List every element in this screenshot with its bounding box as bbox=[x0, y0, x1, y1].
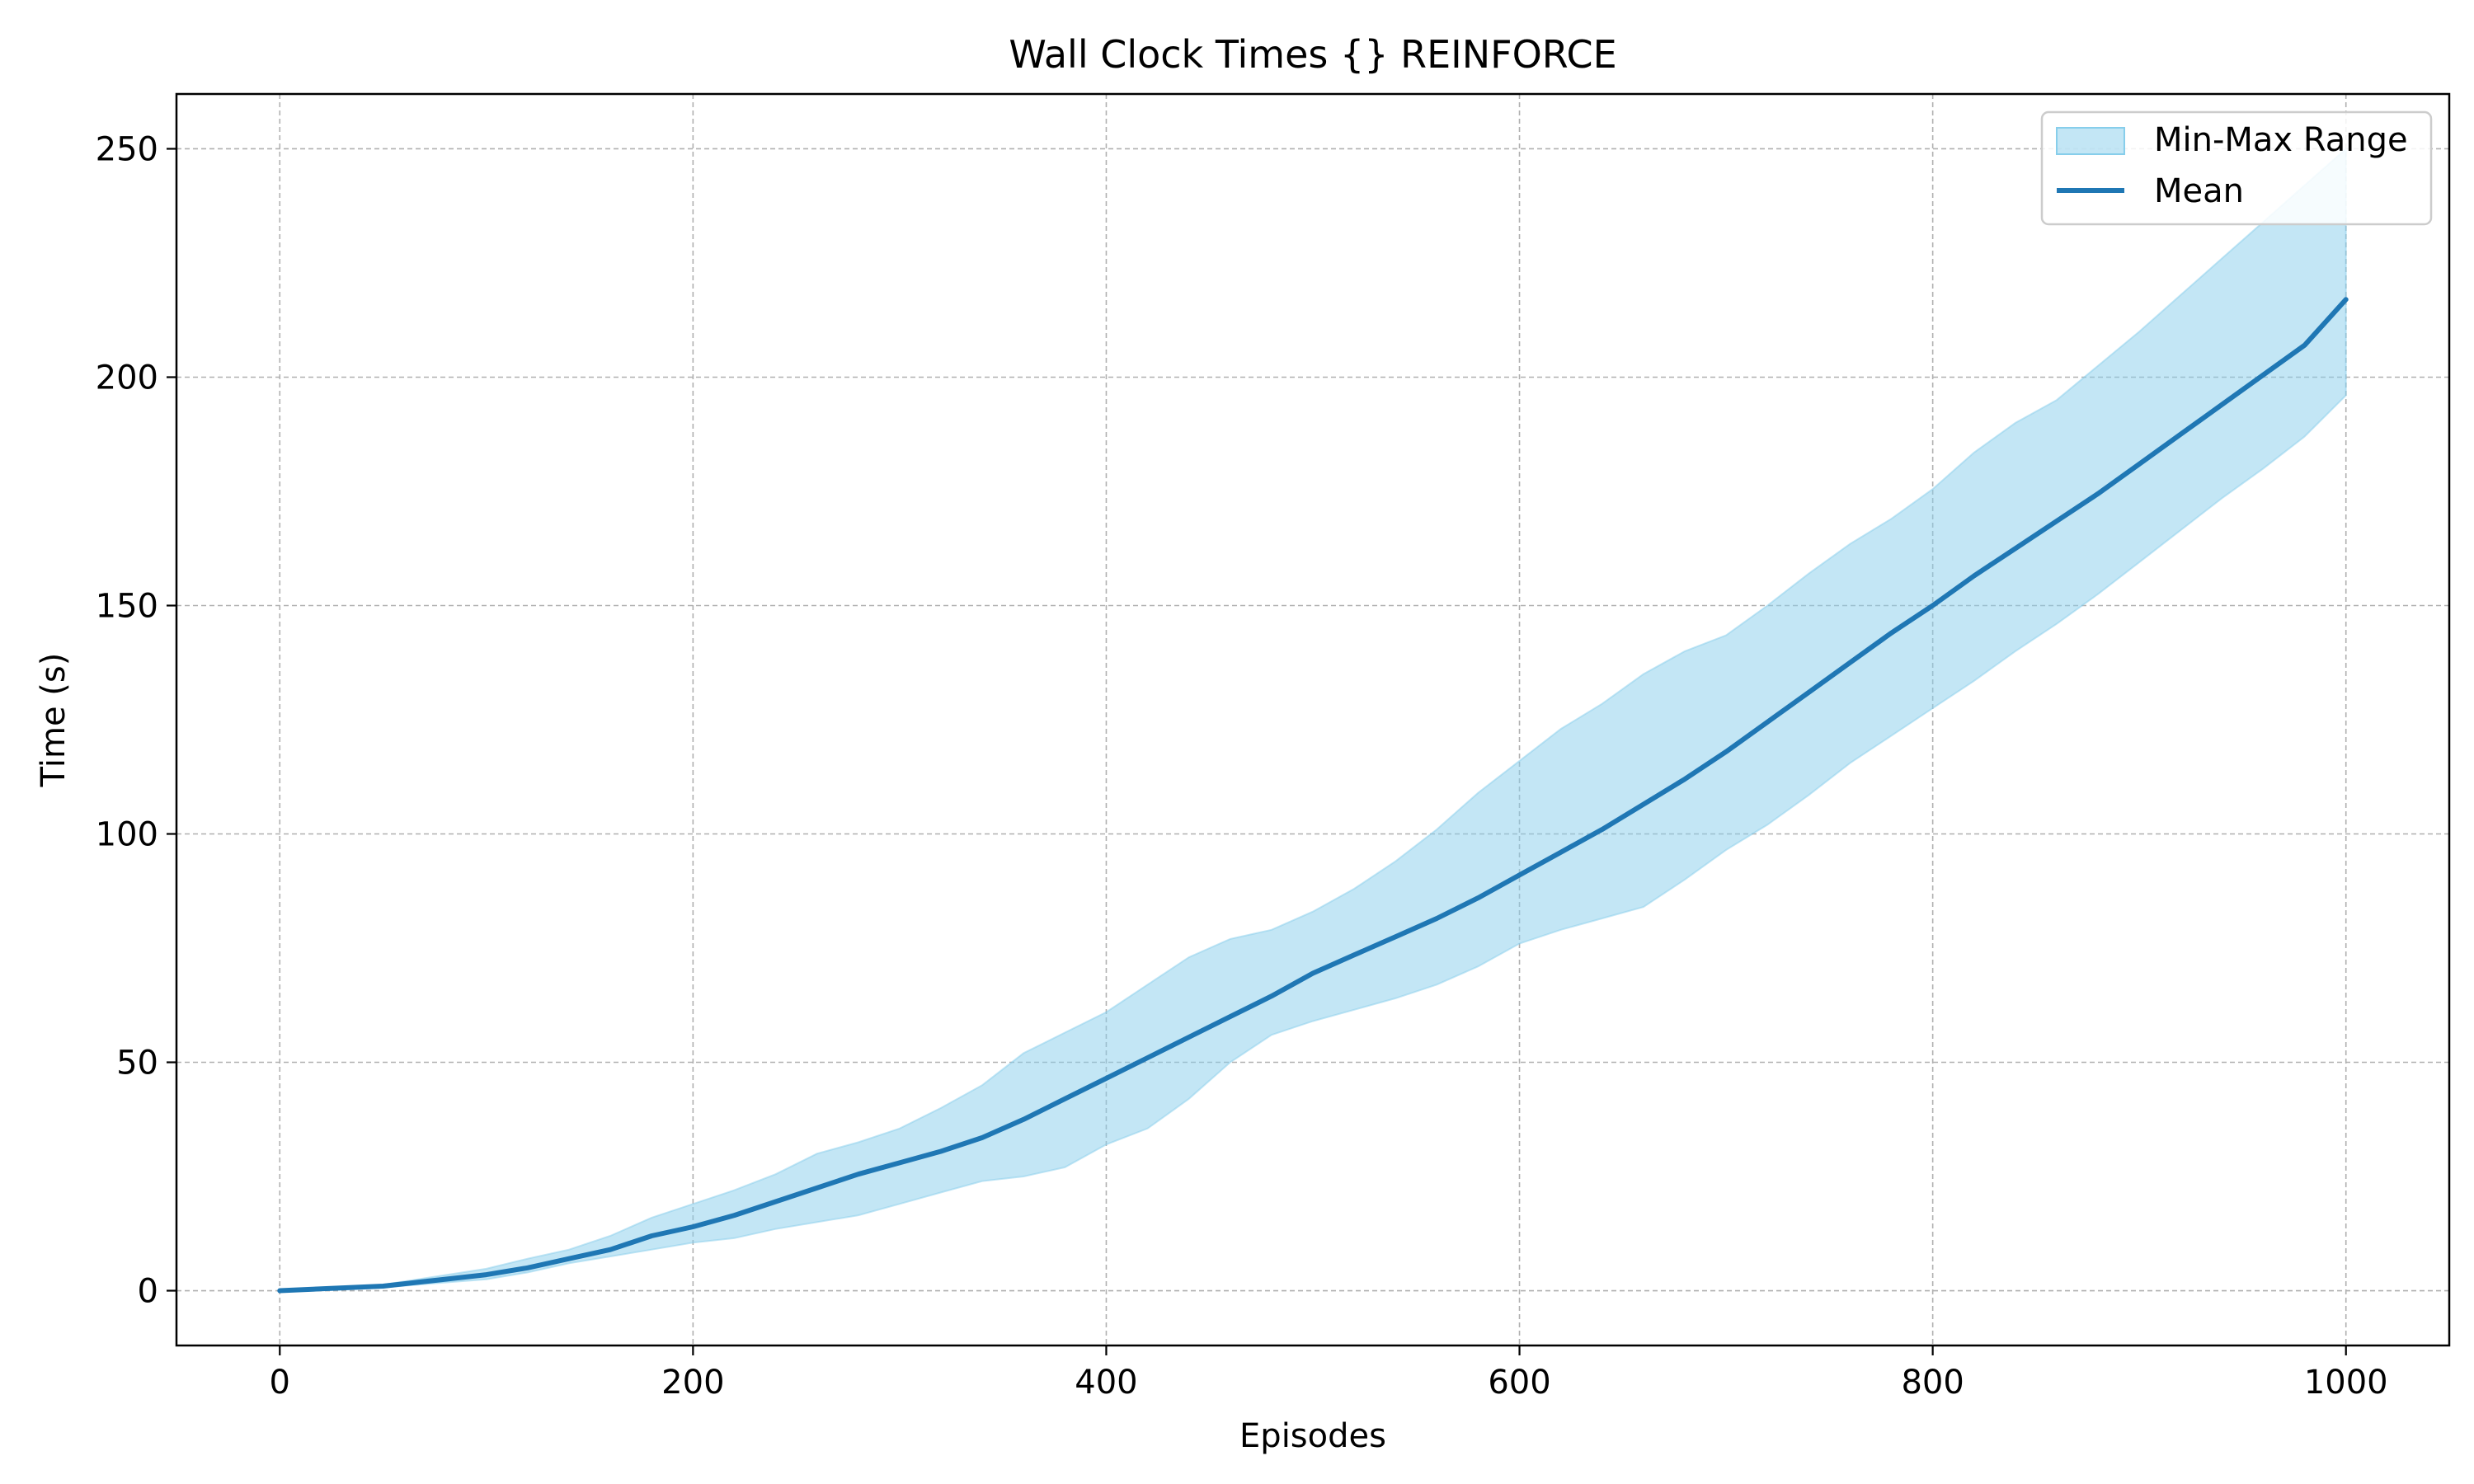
x-tick-label: 800 bbox=[1901, 1364, 1964, 1402]
x-tick-label: 0 bbox=[270, 1364, 290, 1402]
chart-title: Wall Clock Times {} REINFORCE bbox=[1009, 32, 1616, 77]
x-tick-label: 600 bbox=[1488, 1364, 1550, 1402]
plot-frame bbox=[175, 92, 2451, 1347]
y-tick-label: 150 bbox=[96, 587, 158, 625]
y-axis-label: Time (s) bbox=[35, 653, 73, 788]
y-tick-label: 100 bbox=[96, 816, 158, 854]
legend: Min-Max Range Mean bbox=[2040, 110, 2433, 226]
x-tick-label: 1000 bbox=[2304, 1364, 2388, 1402]
axis-ticks: 0 200 400 600 800 1000 0 50 100 150 200 250 bbox=[96, 130, 2388, 1402]
y-tick-label: 50 bbox=[116, 1045, 158, 1082]
x-tick-label: 200 bbox=[661, 1364, 724, 1402]
min-max-range-band bbox=[280, 147, 2347, 1292]
legend-range-swatch bbox=[2056, 127, 2125, 155]
x-tick-label: 400 bbox=[1075, 1364, 1137, 1402]
mean-series-line bbox=[277, 297, 2349, 1294]
plot-data bbox=[277, 147, 2349, 1294]
y-tick-label: 200 bbox=[96, 359, 158, 397]
y-tick-label: 250 bbox=[96, 130, 158, 168]
x-axis-label: Episodes bbox=[1239, 1417, 1386, 1455]
legend-box bbox=[2040, 110, 2433, 226]
legend-label-range: Min-Max Range bbox=[2154, 121, 2408, 159]
y-tick-label: 0 bbox=[138, 1273, 158, 1311]
legend-label-mean: Mean bbox=[2154, 172, 2244, 210]
